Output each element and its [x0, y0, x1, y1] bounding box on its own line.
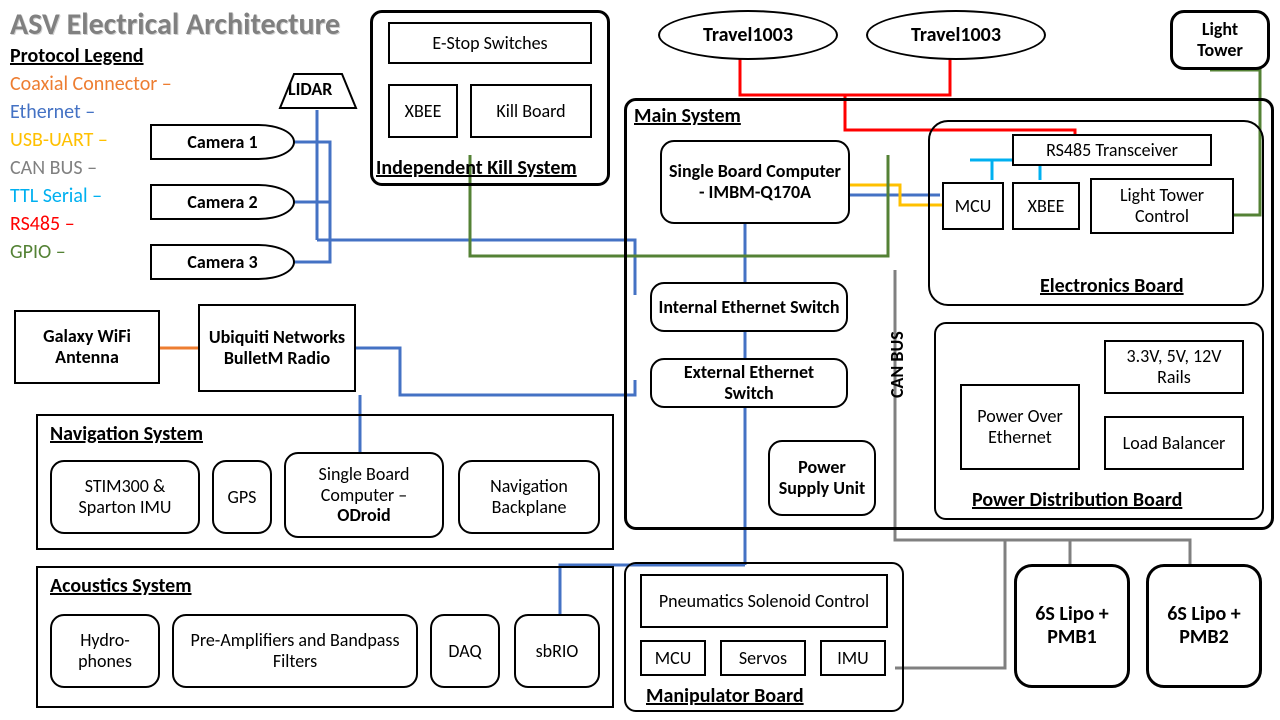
preamps: Pre-Amplifiers and Bandpass Filters	[172, 614, 418, 688]
hydrophones: Hydro-phones	[50, 614, 160, 688]
nav-gps: GPS	[212, 460, 272, 534]
camera-1: Camera 1	[150, 124, 295, 160]
legend-coax: Coaxial Connector –	[10, 72, 172, 96]
manip-imu: IMU	[820, 640, 886, 676]
lipo-1: 6S Lipo + PMB1	[1014, 564, 1130, 688]
manip-mcu: MCU	[640, 640, 706, 676]
internal-eth-switch: Internal Ethernet Switch	[650, 282, 848, 332]
nav-sbc: Single Board Computer – ODroid	[284, 452, 444, 538]
rails: 3.3V, 5V, 12V Rails	[1104, 340, 1244, 394]
pdb-title: Power Distribution Board	[972, 488, 1182, 512]
diagram-title: ASV Electrical Architecture	[10, 6, 340, 43]
load-balancer: Load Balancer	[1104, 416, 1244, 470]
legend-eth: Ethernet –	[10, 100, 95, 124]
main-system-title: Main System	[634, 104, 741, 128]
legend-rs485: RS485 –	[10, 212, 75, 236]
manipulator-title: Manipulator Board	[646, 684, 804, 708]
elec-mcu: MCU	[942, 182, 1004, 230]
legend-usb: USB-UART –	[10, 128, 108, 152]
light-tower: Light Tower	[1170, 10, 1270, 70]
main-sbc: Single Board Computer - IMBM-Q170A	[660, 140, 850, 224]
legend-ttl: TTL Serial –	[10, 184, 102, 208]
psu: Power Supply Unit	[768, 440, 876, 516]
camera-2: Camera 2	[150, 184, 295, 220]
light-tower-control: Light Tower Control	[1090, 178, 1234, 234]
legend-gpio: GPIO –	[10, 240, 66, 264]
elec-xbee: XBEE	[1012, 182, 1080, 230]
estop-switches: E-Stop Switches	[388, 22, 592, 64]
acoustics-title: Acoustics System	[50, 574, 192, 598]
kill-xbee: XBEE	[388, 84, 458, 138]
sbrio: sbRIO	[514, 614, 600, 688]
nav-imu: STIM300 & Sparton IMU	[50, 460, 200, 534]
pneumatics: Pneumatics Solenoid Control	[640, 574, 888, 628]
lidar-label: LIDAR	[288, 78, 332, 100]
camera-3: Camera 3	[150, 244, 295, 280]
wifi-antenna: Galaxy WiFi Antenna	[14, 310, 160, 384]
electronics-board-title: Electronics Board	[1040, 274, 1184, 298]
travel-2: Travel1003	[866, 10, 1046, 60]
manip-servos: Servos	[720, 640, 806, 676]
rs485-transceiver: RS485 Transceiver	[1012, 134, 1212, 166]
external-eth-switch: External Ethernet Switch	[650, 358, 848, 408]
nav-backplane: Navigation Backplane	[458, 460, 600, 534]
canbus-label: CAN BUS	[886, 331, 908, 398]
legend-title: Protocol Legend	[10, 44, 144, 68]
kill-board: Kill Board	[470, 84, 592, 138]
kill-system-title: Independent Kill System	[376, 156, 577, 180]
lipo-2: 6S Lipo + PMB2	[1146, 564, 1262, 688]
bulletm-radio: Ubiquiti Networks BulletM Radio	[198, 304, 356, 392]
poe: Power Over Ethernet	[960, 384, 1080, 470]
daq: DAQ	[430, 614, 500, 688]
nav-title: Navigation System	[50, 422, 203, 446]
legend-can: CAN BUS –	[10, 156, 97, 180]
travel-1: Travel1003	[658, 10, 838, 60]
